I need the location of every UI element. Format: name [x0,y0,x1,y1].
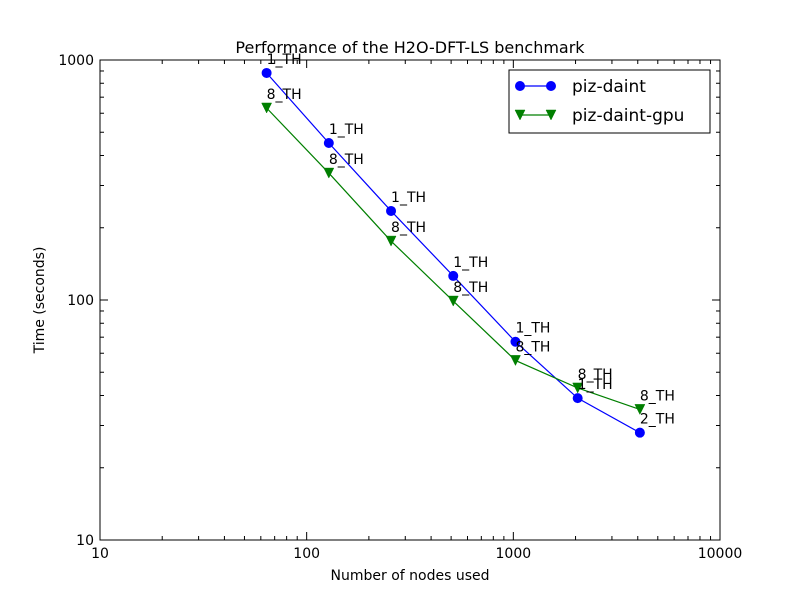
data-point-piz-daint [448,270,459,281]
legend-marker-piz-daint-gpu [545,109,557,121]
plot-area [100,60,720,540]
data-point-piz-daint-gpu [510,355,521,366]
y-tick-label: 10 [76,533,94,549]
point-label: 1_TH [453,255,488,271]
point-annotations: 1_TH1_TH1_TH1_TH1_TH1_TH2_TH8_TH8_TH8_TH… [267,52,675,428]
legend-marker-piz-daint-gpu [514,109,526,121]
legend-marker-piz-daint [515,81,525,91]
data-point-piz-daint-gpu [572,382,584,394]
data-point-piz-daint [510,336,521,347]
series-group [261,67,646,438]
point-label: 8_TH [515,339,550,355]
data-point-piz-daint [323,137,334,148]
data-point-piz-daint [634,427,645,438]
point-label: 1_TH [515,321,550,337]
point-label: 8_TH [267,87,302,103]
y-tick-label: 1000 [58,53,94,69]
point-label: 8_TH [329,152,364,168]
data-point-piz-daint [386,205,397,216]
data-point-piz-daint-gpu [634,404,646,415]
legend-label: piz-daint [572,77,646,97]
data-point-piz-daint-gpu [323,167,335,179]
y-tick-label: 100 [67,293,94,309]
point-label: 1_TH [578,377,613,393]
point-label: 1_TH [329,122,364,138]
plot-frame [99,59,721,541]
point-label: 8_TH [391,220,426,236]
tick-labels: 10 100 1000 10000 10 100 1000 [58,53,742,562]
data-point-piz-daint-gpu [385,235,397,247]
data-point-piz-daint [572,393,583,404]
point-label: 8_TH [578,367,613,383]
x-tick-label: 100 [293,546,320,562]
x-tick-label: 1000 [496,546,532,562]
point-label: 1_TH [391,190,426,206]
data-point-piz-daint-gpu [261,102,273,114]
legend-box [508,69,711,134]
point-label: 8_TH [640,388,675,404]
x-axis-label: Number of nodes used [331,568,490,584]
legend: piz-daint piz-daint-gpu [508,69,711,134]
y-axis-label: Time (seconds) [32,247,48,355]
x-tick-label: 10000 [698,546,743,562]
chart-title: Performance of the H2O-DFT-LS benchmark [235,38,585,57]
data-point-piz-daint-gpu [447,295,459,307]
point-label: 8_TH [453,280,488,296]
legend-label: piz-daint-gpu [572,106,684,126]
legend-marker-piz-daint [546,81,556,91]
x-tick-label: 10 [91,546,109,562]
point-label: 2_TH [640,412,675,428]
data-point-piz-daint [261,67,272,78]
